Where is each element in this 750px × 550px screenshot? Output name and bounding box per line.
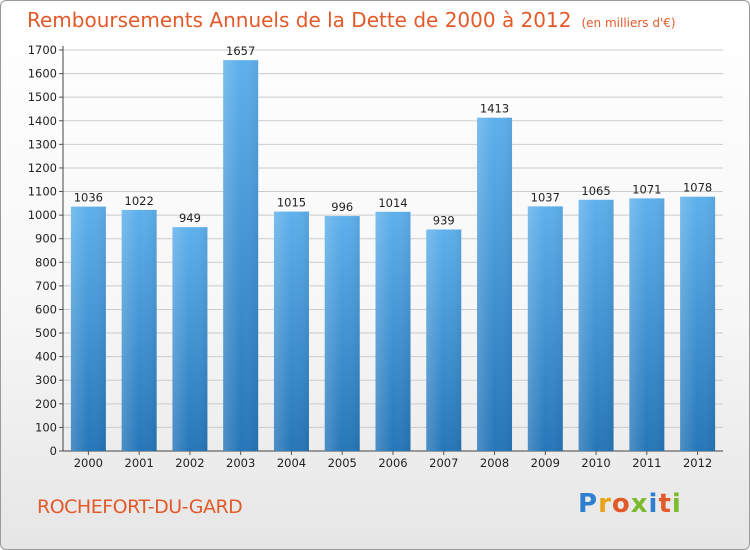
x-tick-label: 2002 bbox=[175, 456, 204, 470]
data-label: 1036 bbox=[74, 191, 103, 205]
data-label: 996 bbox=[331, 200, 353, 214]
bar-highlight bbox=[223, 60, 259, 451]
logo-letter: x bbox=[630, 489, 649, 519]
y-tick-label: 1500 bbox=[28, 90, 57, 104]
data-label: 1014 bbox=[378, 196, 407, 210]
chart-title: Remboursements Annuels de la Dette de 20… bbox=[27, 8, 676, 32]
x-tick-label: 2001 bbox=[125, 456, 154, 470]
data-label: 1065 bbox=[581, 184, 610, 198]
bar-highlight bbox=[578, 199, 614, 451]
data-label: 1022 bbox=[125, 194, 154, 208]
bar-highlight bbox=[680, 196, 716, 451]
y-tick-label: 800 bbox=[35, 255, 57, 269]
y-tick-label: 400 bbox=[35, 350, 57, 364]
data-label: 1071 bbox=[632, 182, 661, 196]
x-tick-label: 2004 bbox=[277, 456, 306, 470]
data-label: 1657 bbox=[226, 44, 255, 58]
data-label: 1413 bbox=[480, 102, 509, 116]
y-tick-label: 1700 bbox=[28, 43, 57, 57]
x-tick-label: 2010 bbox=[581, 456, 610, 470]
logo-letter: r bbox=[598, 489, 612, 519]
data-label: 949 bbox=[179, 211, 201, 225]
x-tick-label: 2011 bbox=[632, 456, 661, 470]
y-tick-label: 200 bbox=[35, 397, 57, 411]
y-tick-label: 1400 bbox=[28, 114, 57, 128]
y-tick-label: 0 bbox=[50, 444, 57, 458]
bar-highlight bbox=[426, 229, 462, 451]
bar-highlight bbox=[324, 216, 360, 451]
data-label: 1015 bbox=[277, 196, 306, 210]
bar-highlight bbox=[273, 211, 309, 451]
x-tick-label: 2012 bbox=[683, 456, 712, 470]
bar-highlight bbox=[172, 227, 208, 451]
y-tick-label: 900 bbox=[35, 232, 57, 246]
chart-title-text: Remboursements Annuels de la Dette de 20… bbox=[27, 8, 572, 32]
y-tick-label: 1600 bbox=[28, 67, 57, 81]
logo-letter: P bbox=[578, 489, 599, 519]
y-tick-label: 600 bbox=[35, 302, 57, 316]
bar-highlight bbox=[527, 206, 563, 451]
x-tick-label: 2009 bbox=[531, 456, 560, 470]
y-tick-label: 100 bbox=[35, 420, 57, 434]
data-label: 1078 bbox=[683, 181, 712, 195]
x-tick-label: 2005 bbox=[328, 456, 357, 470]
logo-letter: i bbox=[671, 489, 682, 519]
y-tick-label: 1000 bbox=[28, 208, 57, 222]
y-tick-label: 1200 bbox=[28, 161, 57, 175]
y-tick-label: 500 bbox=[35, 326, 57, 340]
commune-name: ROCHEFORT-DU-GARD bbox=[37, 496, 243, 518]
x-tick-label: 2007 bbox=[429, 456, 458, 470]
logo-letter: t bbox=[658, 489, 672, 519]
logo-letter: i bbox=[648, 489, 659, 519]
bar-highlight bbox=[375, 211, 411, 451]
data-label: 1037 bbox=[531, 190, 560, 204]
y-tick-label: 300 bbox=[35, 373, 57, 387]
data-label: 939 bbox=[433, 214, 455, 228]
bar-highlight bbox=[121, 209, 157, 451]
logo-letter: o bbox=[611, 489, 631, 519]
y-tick-label: 700 bbox=[35, 279, 57, 293]
x-tick-label: 2006 bbox=[378, 456, 407, 470]
x-tick-label: 2008 bbox=[480, 456, 509, 470]
x-tick-label: 2000 bbox=[74, 456, 103, 470]
x-tick-label: 2003 bbox=[226, 456, 255, 470]
bar-highlight bbox=[477, 117, 513, 451]
y-tick-label: 1100 bbox=[28, 185, 57, 199]
chart-unit-label: (en milliers d'€) bbox=[581, 16, 676, 30]
y-tick-label: 1300 bbox=[28, 137, 57, 151]
proxiti-logo[interactable]: Proxiti bbox=[578, 489, 682, 519]
bar-highlight bbox=[629, 198, 665, 451]
bar-highlight bbox=[70, 206, 106, 451]
